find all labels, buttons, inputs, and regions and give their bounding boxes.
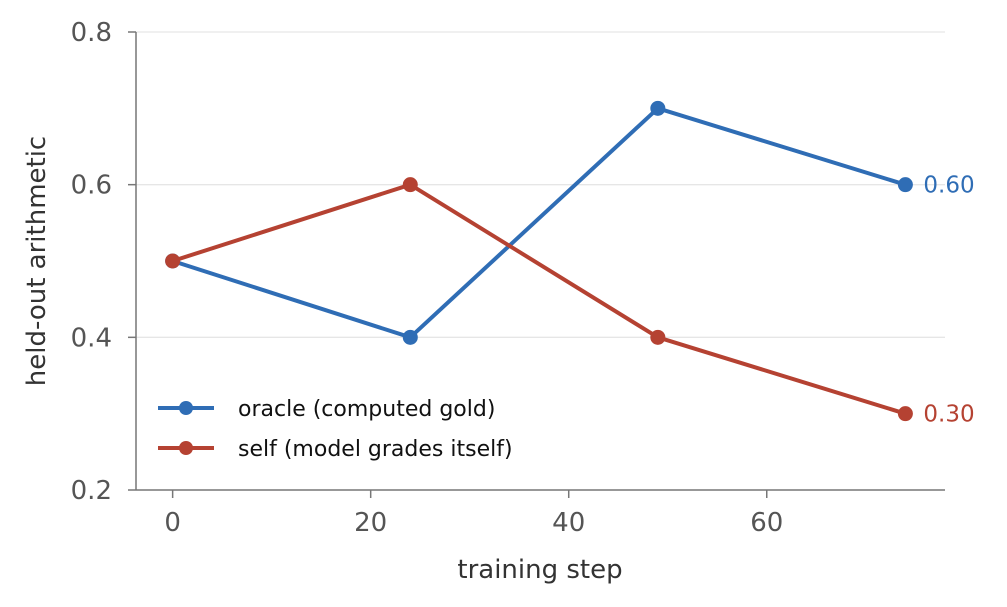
series-line-1	[170, 182, 908, 416]
x-tick-label: 0	[164, 508, 181, 538]
legend-marker-self	[179, 441, 193, 455]
series-line-0	[170, 106, 908, 340]
y-tick-label: 0.8	[71, 18, 112, 48]
x-axis-title: training step	[457, 555, 622, 585]
legend-label-self: self (model grades itself)	[238, 437, 513, 462]
data-point	[165, 253, 181, 269]
legend-marker-oracle	[179, 401, 193, 415]
y-tick-label: 0.4	[71, 323, 112, 353]
data-point	[402, 177, 418, 193]
end-value-label: 0.60	[923, 173, 974, 199]
y-tick-label: 0.2	[71, 476, 112, 506]
axes	[135, 32, 945, 491]
ticks: 0.2 0.4 0.6 0.8 0 20 40 60	[71, 18, 784, 538]
data-point	[650, 329, 666, 345]
end-value-label: 0.30	[923, 402, 974, 428]
legend-label-oracle: oracle (computed gold)	[238, 397, 495, 422]
data-point	[897, 406, 913, 422]
legend: oracle (computed gold) self (model grade…	[158, 397, 513, 462]
data-point	[402, 329, 418, 345]
data-point	[897, 177, 913, 193]
x-tick-label: 40	[552, 508, 585, 538]
series	[165, 100, 913, 422]
y-axis-title: held-out arithmetic	[22, 136, 52, 386]
x-tick-label: 20	[354, 508, 387, 538]
x-tick-label: 60	[750, 508, 783, 538]
grid-lines	[136, 31, 945, 338]
data-point	[650, 100, 666, 116]
y-tick-label: 0.6	[71, 171, 112, 201]
end-labels: 0.60 0.30	[923, 173, 974, 428]
